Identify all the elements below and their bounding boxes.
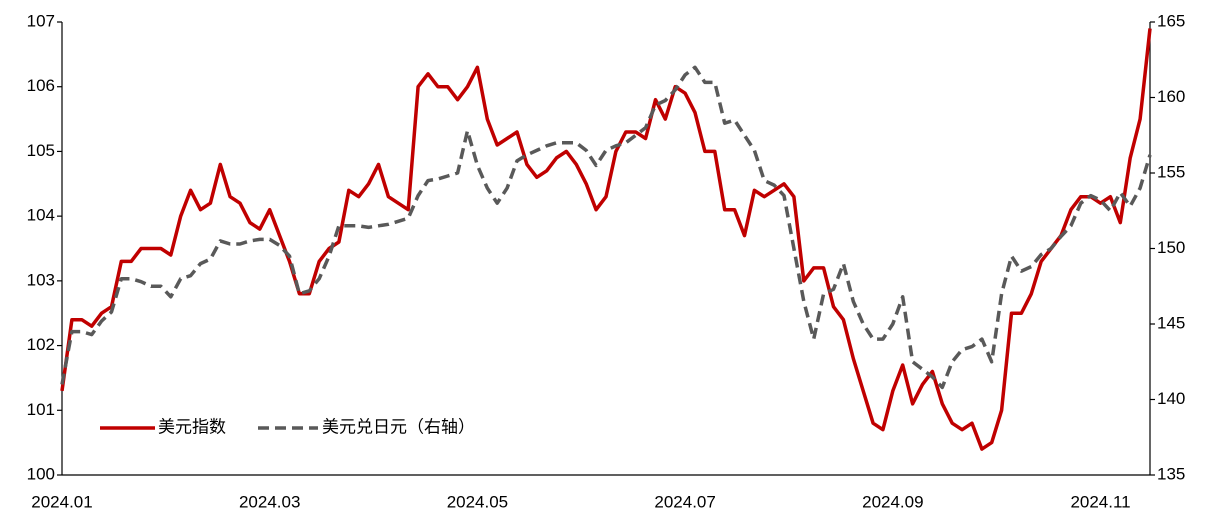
series-line <box>60 28 1152 451</box>
x-tick-label: 2024.07 <box>654 492 715 511</box>
y2-tick-label: 150 <box>1157 238 1185 257</box>
x-tick-label: 2024.11 <box>1070 492 1130 511</box>
y-tick-label: 107 <box>27 11 55 30</box>
legend-label: 美元指数 <box>158 417 226 436</box>
y-tick-label: 101 <box>27 400 55 419</box>
x-tick-label: 2024.09 <box>862 492 923 511</box>
y-tick-label: 102 <box>27 335 55 354</box>
y2-tick-label: 165 <box>1157 11 1185 30</box>
y-tick-label: 103 <box>27 270 55 289</box>
x-tick-label: 2024.03 <box>239 492 300 511</box>
legend: 美元指数 美元兑日元（右轴） <box>100 417 475 436</box>
x-tick-label: 2024.01 <box>31 492 92 511</box>
y2-tick-label: 155 <box>1157 162 1185 181</box>
series-line <box>60 65 1152 390</box>
y-tick-label: 105 <box>27 141 55 160</box>
y-tick-label: 106 <box>27 76 55 95</box>
y2-tick-label: 140 <box>1157 389 1185 408</box>
x-tick-label: 2024.05 <box>447 492 508 511</box>
legend-label: 美元兑日元（右轴） <box>322 417 475 436</box>
y-tick-label: 104 <box>27 206 55 225</box>
y-tick-label: 100 <box>27 464 55 483</box>
y2-tick-label: 145 <box>1157 313 1185 332</box>
y2-tick-label: 135 <box>1157 464 1185 483</box>
y2-tick-label: 160 <box>1157 87 1185 106</box>
